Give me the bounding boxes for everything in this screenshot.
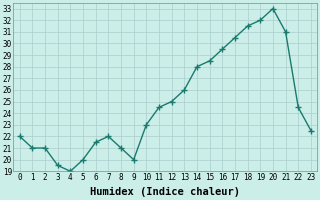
X-axis label: Humidex (Indice chaleur): Humidex (Indice chaleur)	[90, 187, 240, 197]
